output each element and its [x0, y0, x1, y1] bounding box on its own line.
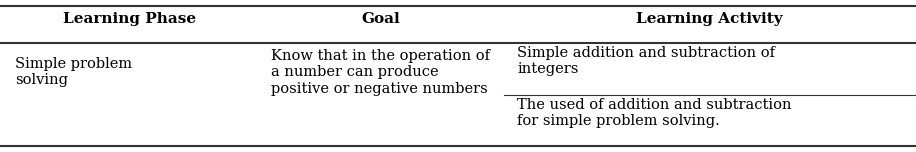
- Text: Learning Phase: Learning Phase: [62, 12, 196, 26]
- Text: Goal: Goal: [361, 12, 399, 26]
- Text: Learning Activity: Learning Activity: [636, 12, 782, 26]
- Text: Simple addition and subtraction of
integers: Simple addition and subtraction of integ…: [518, 46, 775, 76]
- Text: The used of addition and subtraction
for simple problem solving.: The used of addition and subtraction for…: [518, 98, 791, 128]
- Text: Simple problem
solving: Simple problem solving: [15, 57, 132, 87]
- Text: Know that in the operation of
a number can produce
positive or negative numbers: Know that in the operation of a number c…: [271, 49, 490, 96]
